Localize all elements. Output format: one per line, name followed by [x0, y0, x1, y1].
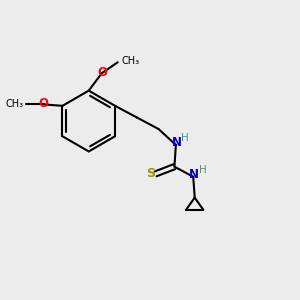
Text: H: H	[181, 133, 189, 143]
Text: O: O	[38, 97, 48, 110]
Text: O: O	[97, 66, 107, 79]
Text: CH₃: CH₃	[121, 56, 139, 66]
Text: H: H	[199, 165, 206, 176]
Text: N: N	[172, 136, 182, 149]
Text: S: S	[146, 167, 155, 180]
Text: N: N	[189, 168, 199, 181]
Text: CH₃: CH₃	[5, 99, 23, 110]
